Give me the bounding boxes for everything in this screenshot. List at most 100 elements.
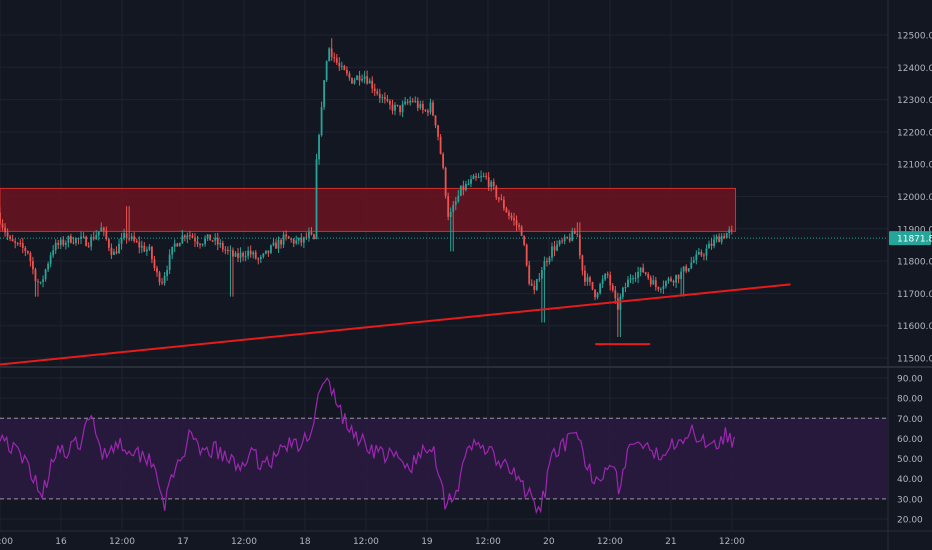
candle-body [105, 230, 108, 240]
candle-body [525, 244, 528, 266]
candle-body [563, 237, 566, 242]
candle-body [252, 252, 255, 255]
price-tick-label: 11800.00 [897, 258, 932, 268]
candle-body [181, 235, 184, 243]
candle-body [297, 237, 300, 241]
candle-body [492, 181, 495, 187]
price-tick-label: 12100.00 [897, 161, 932, 171]
candle-body [44, 269, 47, 280]
candle-body [581, 255, 584, 271]
candle-body [67, 236, 70, 243]
candle-body [292, 239, 295, 244]
candle-body [634, 277, 637, 279]
candle-body [158, 272, 161, 283]
candle-body [52, 250, 55, 256]
candle-body [295, 240, 298, 244]
candle-body [59, 239, 62, 245]
candle-body [82, 236, 85, 238]
candle-body [275, 242, 277, 249]
time-tick-label: 19 [421, 537, 433, 547]
candle-body [229, 250, 232, 252]
candle-body [548, 257, 551, 263]
rsi-band-fill [0, 418, 888, 499]
candle-body [219, 243, 222, 245]
candle-body [642, 267, 645, 273]
candle-body [508, 212, 510, 216]
candle-body [57, 242, 60, 245]
candle-body [487, 177, 490, 188]
candle-body [680, 271, 683, 280]
time-tick-label: 20 [543, 537, 555, 547]
candle-body [703, 255, 705, 257]
candle-body [247, 250, 250, 257]
candle-body [161, 282, 163, 284]
candle-body [619, 296, 622, 310]
candle-body [485, 175, 488, 178]
candle-body [87, 245, 90, 247]
candle-body [9, 236, 12, 239]
candle-body [700, 251, 703, 256]
candle-body [221, 243, 224, 250]
candle-body [368, 80, 371, 84]
candle-body [616, 298, 619, 310]
candle-body [624, 287, 627, 289]
candle-body [191, 235, 194, 238]
candle-body [378, 93, 381, 98]
candle-body [561, 240, 564, 242]
candle-body [535, 279, 538, 290]
candle-body [16, 242, 19, 244]
candle-body [505, 208, 508, 213]
candle-body [718, 236, 721, 243]
rsi-pane [0, 377, 888, 515]
rsi-tick-label: 80.00 [897, 395, 923, 405]
time-tick-label: 12:00 [719, 537, 745, 547]
candle-body [609, 274, 612, 286]
candle-body [399, 105, 401, 113]
candle-body [211, 240, 214, 242]
candle-body [621, 287, 624, 297]
candle-body [477, 177, 480, 179]
candle-body [47, 263, 50, 270]
candle-body [391, 104, 394, 111]
candle-body [533, 285, 536, 290]
candle-body [728, 229, 731, 234]
candle-body [459, 185, 462, 196]
candles [0, 38, 733, 338]
candle-body [320, 107, 323, 136]
candle-body [578, 234, 581, 256]
candle-body [26, 251, 29, 253]
candle-body [406, 101, 409, 103]
candle-body [176, 243, 179, 247]
candle-body [343, 65, 346, 71]
rsi-tick-label: 90.00 [897, 375, 923, 385]
candle-body [475, 175, 477, 178]
candle-body [125, 233, 128, 239]
candle-body [308, 232, 310, 238]
time-tick-label: 12:00 [109, 537, 135, 547]
candle-body [675, 274, 677, 283]
candle-body [543, 261, 546, 270]
candle-body [49, 255, 52, 264]
candle-body [353, 79, 356, 84]
candle-body [551, 246, 553, 258]
candle-body [594, 289, 596, 298]
candle-body [201, 243, 204, 246]
rsi-tick-label: 60.00 [897, 435, 923, 445]
candle-body [145, 249, 148, 252]
candle-body [166, 270, 169, 276]
candle-body [232, 250, 234, 257]
candle-body [690, 262, 693, 269]
candle-body [338, 62, 341, 67]
candle-body [705, 248, 708, 256]
candle-body [358, 75, 361, 81]
time-tick-label: 12:00 [475, 537, 501, 547]
candle-body [449, 212, 452, 217]
candle-body [528, 265, 531, 284]
candle-body [153, 259, 156, 268]
candle-body [439, 136, 442, 154]
candle-body [515, 220, 518, 226]
candle-body [452, 204, 455, 213]
candle-body [199, 244, 201, 246]
